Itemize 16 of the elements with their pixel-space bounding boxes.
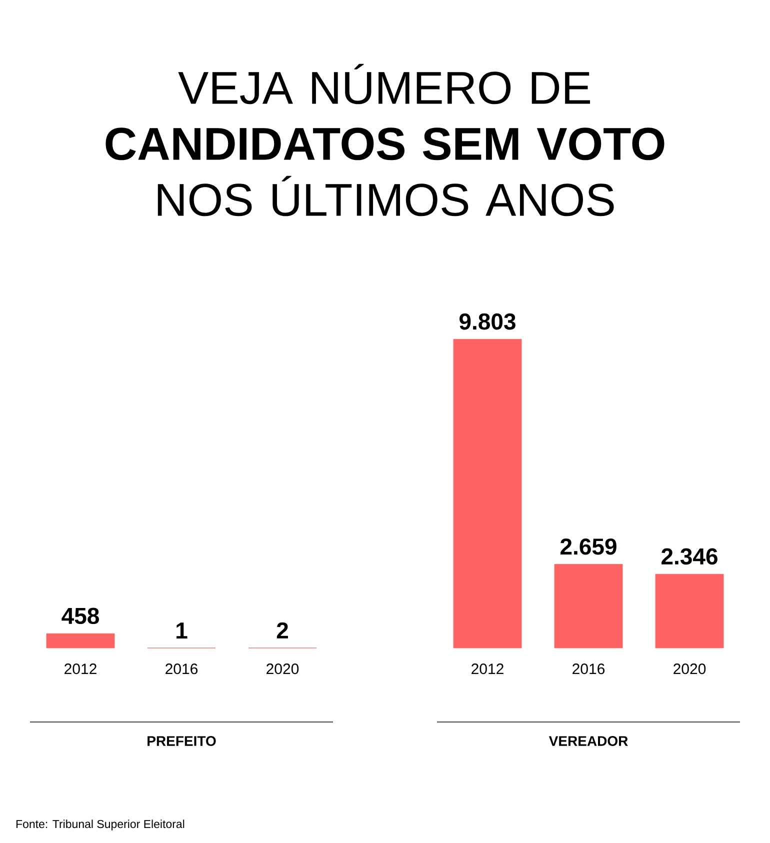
- x-tick-label: 2012: [472, 664, 504, 674]
- x-tick-label: 2020: [674, 664, 706, 674]
- x-tick-label: 2016: [166, 664, 198, 674]
- data-label: 1: [176, 622, 188, 638]
- source-note: Fonte: Tribunal Superior Eleitoral: [16, 820, 184, 830]
- x-tick-label: 2016: [572, 664, 605, 674]
- x-axis-title: PREFEITO: [148, 736, 216, 746]
- x-tick-label: 2020: [266, 664, 299, 674]
- data-label: 2.346: [662, 548, 718, 565]
- data-label: 458: [62, 608, 99, 624]
- chart-title: VEJA NÚMERO DE CANDIDATOS SEM VOTO NOS ÚLTIMOS ANOS: [106, 64, 664, 216]
- data-label: 2.659: [560, 538, 616, 555]
- x-axis-title: VEREADOR: [548, 736, 628, 746]
- x-tick-label: 2012: [64, 664, 96, 674]
- data-label: 2: [276, 622, 288, 638]
- data-label: 9.803: [460, 313, 516, 330]
